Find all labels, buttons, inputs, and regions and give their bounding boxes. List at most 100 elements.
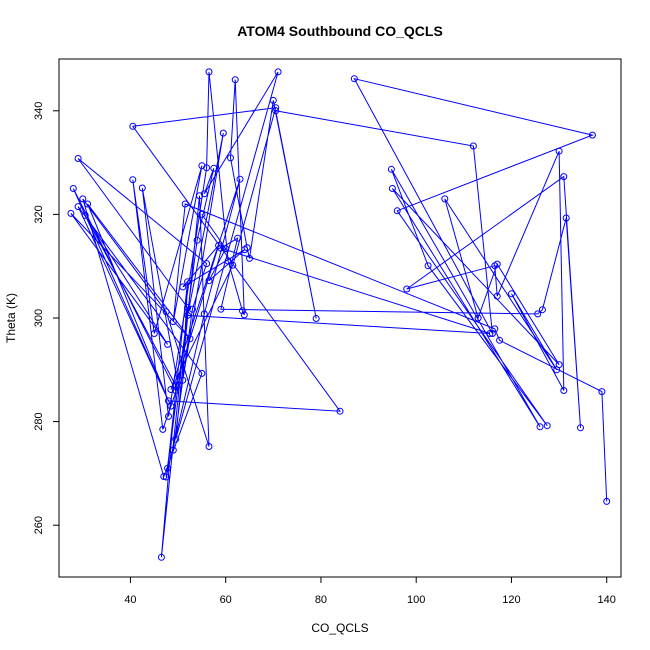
data-point	[469, 142, 477, 150]
chart-title: ATOM4 Southbound CO_QCLS	[237, 23, 443, 39]
data-point	[172, 435, 180, 443]
data-point	[162, 473, 170, 481]
data-point	[536, 423, 544, 431]
data-point	[184, 304, 192, 312]
data-point	[488, 330, 496, 337]
data-point	[157, 553, 165, 561]
data-point	[179, 283, 187, 291]
y-tick-label: 340	[33, 102, 45, 120]
x-tick-label: 140	[598, 594, 616, 606]
data-point	[81, 211, 89, 219]
data-point	[84, 200, 92, 208]
data-point	[181, 200, 189, 208]
y-tick-label: 320	[33, 205, 45, 223]
data-point	[493, 292, 501, 300]
data-point	[491, 262, 499, 270]
data-point	[387, 165, 395, 173]
data-point	[188, 305, 196, 313]
plot-frame	[58, 58, 622, 578]
data-point	[215, 242, 223, 249]
series-line	[70, 71, 608, 558]
series-group	[67, 68, 611, 561]
data-point	[205, 443, 213, 450]
data-point	[274, 68, 282, 76]
data-point	[198, 210, 206, 218]
data-point	[203, 260, 211, 268]
data-point	[508, 290, 515, 298]
data-point	[184, 278, 192, 286]
x-tick-label: 60	[220, 594, 232, 606]
data-point	[172, 381, 180, 389]
data-point	[272, 104, 280, 112]
data-point	[496, 336, 504, 344]
x-tick-label: 100	[407, 594, 425, 606]
data-point	[350, 75, 358, 83]
data-point	[588, 131, 596, 139]
data-point	[562, 214, 570, 222]
data-point	[200, 190, 208, 198]
y-axis-label: Theta (K)	[4, 293, 18, 343]
data-point	[538, 306, 546, 314]
data-point	[164, 340, 172, 348]
data-point	[67, 209, 75, 217]
data-point	[543, 422, 551, 430]
data-point	[186, 335, 194, 343]
data-point	[150, 330, 158, 337]
data-point	[236, 175, 244, 183]
data-point	[474, 314, 482, 322]
data-point	[227, 154, 234, 162]
data-point	[555, 147, 563, 155]
data-point	[336, 407, 344, 415]
data-point	[393, 207, 401, 215]
data-point	[138, 184, 146, 192]
data-point	[240, 311, 248, 319]
data-point	[241, 246, 249, 254]
data-point	[269, 96, 277, 104]
y-tick-label: 260	[33, 516, 45, 534]
data-point	[129, 122, 137, 130]
x-tick-label: 40	[124, 594, 136, 606]
y-tick-label: 300	[33, 309, 45, 327]
data-point	[441, 195, 449, 203]
data-point	[560, 387, 568, 394]
data-point	[169, 446, 177, 454]
data-point	[74, 155, 82, 162]
data-point	[231, 76, 239, 84]
data-point	[74, 203, 82, 211]
data-point	[203, 164, 211, 172]
data-point	[272, 107, 280, 115]
data-point	[222, 245, 230, 253]
data-point	[219, 129, 227, 137]
data-point	[69, 185, 77, 192]
data-point	[577, 424, 584, 432]
x-axis-label: CO_QCLS	[311, 621, 368, 635]
data-point	[165, 412, 172, 420]
data-point	[159, 425, 167, 433]
data-point	[312, 315, 320, 322]
data-point	[534, 310, 542, 318]
data-point	[129, 176, 137, 184]
data-point	[217, 305, 225, 313]
data-point	[553, 366, 561, 374]
data-point	[164, 464, 172, 472]
data-point	[162, 308, 170, 316]
x-tick-label: 120	[502, 594, 520, 606]
data-point	[179, 376, 187, 384]
data-point	[210, 164, 218, 172]
x-tick-label: 80	[315, 594, 327, 606]
data-point	[198, 369, 206, 377]
data-point	[184, 311, 192, 319]
data-point	[169, 318, 177, 326]
data-point	[205, 277, 213, 285]
data-point	[424, 262, 432, 270]
y-tick-label: 280	[33, 412, 45, 430]
data-point	[200, 310, 208, 318]
data-point	[403, 285, 411, 293]
data-point	[246, 254, 253, 262]
data-point	[598, 388, 606, 396]
data-point	[603, 497, 611, 505]
x-axis: 40 60 80 100 120 140	[124, 576, 616, 606]
data-point	[193, 236, 201, 244]
data-point	[388, 185, 396, 192]
data-point	[172, 387, 180, 394]
